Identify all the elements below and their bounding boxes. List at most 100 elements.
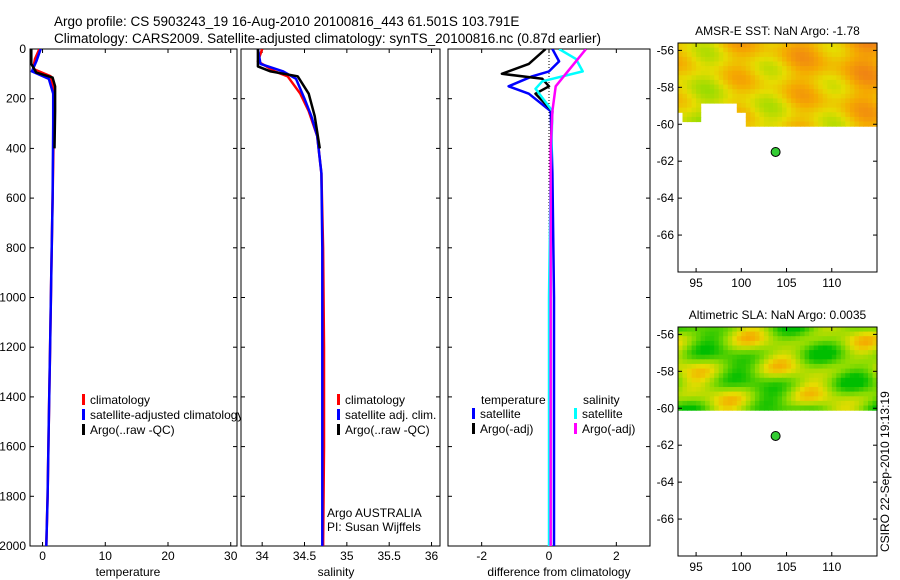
sst_map-cell	[691, 66, 697, 72]
sla_map-cell	[845, 340, 851, 347]
sla_map-cell	[831, 400, 837, 407]
sal-legend-satellite-swatch	[337, 409, 340, 420]
sla_map-cell	[754, 377, 760, 383]
sla_map-cell	[750, 382, 756, 388]
sst_map-cell	[773, 61, 779, 67]
sla_map-cell	[868, 359, 874, 365]
sla_map-cell	[831, 377, 837, 383]
sst_map-cell	[754, 89, 760, 95]
sla_map-cell	[727, 354, 733, 360]
sla_map-cell	[849, 363, 855, 370]
sla_map-cell	[782, 345, 788, 351]
sla_map-cell	[709, 331, 715, 337]
sst_map-cell	[854, 103, 860, 109]
sla_map-cell	[750, 354, 756, 360]
sla_map-cell	[822, 350, 828, 356]
sst_map-cell	[868, 98, 874, 104]
sla_map-cell	[822, 359, 828, 365]
sla_map-cell	[773, 373, 779, 379]
sst_map-cell	[682, 43, 688, 49]
sla_map-cell	[836, 400, 842, 407]
sla_map-lon-label: 100	[731, 560, 751, 574]
sla_map-cell	[791, 391, 797, 397]
sst_map-cell	[750, 89, 756, 95]
sla_map-cell	[868, 336, 874, 342]
sla_map-cell	[840, 331, 846, 337]
sla_map-cell	[723, 327, 729, 333]
sla_map-cell	[709, 387, 715, 393]
sla_map-cell	[732, 336, 738, 342]
sla_map-cell	[795, 373, 801, 379]
sst_map-cell	[854, 66, 860, 72]
sst_map-cell	[836, 66, 842, 72]
sst_map-cell	[741, 70, 747, 76]
sla_map-cell	[696, 354, 702, 360]
sst_map-cell	[700, 52, 706, 58]
sst_map-cell	[709, 52, 715, 58]
sla_map-cell	[723, 377, 729, 383]
temp-legend-satellite-label: satellite-adjusted climatology	[90, 408, 243, 422]
sst_map-cell	[795, 93, 801, 99]
sst_map-cell	[854, 121, 860, 127]
sst_map-cell	[754, 79, 760, 86]
sst_map-cell	[736, 47, 742, 53]
sla_map-cell	[773, 396, 779, 402]
sla_map-cell	[709, 368, 715, 374]
sla_map-cell	[732, 331, 738, 337]
difference-series-satellite	[507, 49, 561, 546]
sst_map-cell	[822, 75, 828, 81]
sst_map-cell	[759, 66, 765, 72]
sla_map-cell	[763, 345, 769, 351]
sst_map-cell	[700, 56, 706, 63]
sla_map-cell	[687, 327, 693, 333]
sst_map-cell	[804, 84, 810, 90]
sst_map-cell	[745, 79, 751, 86]
sla_map-cell	[696, 405, 702, 411]
sla_map-cell	[732, 359, 738, 365]
sst_map-cell	[822, 121, 828, 127]
sla_map-cell	[714, 373, 720, 379]
sst_map-cell	[822, 93, 828, 99]
sst_map-cell	[691, 89, 697, 95]
sst_map-cell	[741, 98, 747, 104]
sla_map-cell	[868, 396, 874, 402]
sst_map-cell	[836, 112, 842, 118]
sla_map-cell	[741, 336, 747, 342]
difference-x-tick-label: 2	[613, 549, 620, 563]
sla_map-cell	[863, 391, 869, 397]
sst_map-cell	[682, 112, 688, 118]
sla_map-cell	[868, 340, 874, 347]
sla_map-cell	[840, 391, 846, 397]
sla_map-cell	[818, 340, 824, 347]
sla_map-cell	[705, 345, 711, 351]
sla_map-cell	[840, 327, 846, 333]
sst_map-cell	[868, 89, 874, 95]
sst_map-cell	[800, 70, 806, 76]
sla_map-cell	[750, 405, 756, 411]
sla_map-cell	[763, 340, 769, 347]
sst_map-cell	[718, 89, 724, 95]
sla_map-cell	[813, 345, 819, 351]
sla_map-cell	[732, 396, 738, 402]
sst_map-cell	[736, 103, 742, 109]
sla_map-cell	[741, 377, 747, 383]
sst_map-cell	[849, 103, 855, 109]
sst_map-cell	[696, 107, 702, 113]
sla_map-cell	[813, 373, 819, 379]
sla_map-cell	[705, 368, 711, 374]
sst_map-cell	[759, 98, 765, 104]
sst_map-cell	[691, 75, 697, 81]
sla_map-cell	[682, 382, 688, 388]
sla_map-cell	[868, 345, 874, 351]
sla_map-cell	[741, 354, 747, 360]
sla_map-cell	[818, 345, 824, 351]
sst_map-cell	[705, 93, 711, 99]
sst_map-cell	[818, 89, 824, 95]
sst_map-cell	[682, 56, 688, 63]
sla_map-cell	[782, 363, 788, 370]
temperature-x-axis-label: temperature	[96, 565, 161, 579]
sst_map-cell	[705, 84, 711, 90]
sst_map-cell	[782, 79, 788, 86]
sla_map-cell	[714, 391, 720, 397]
sst_map-cell	[822, 89, 828, 95]
